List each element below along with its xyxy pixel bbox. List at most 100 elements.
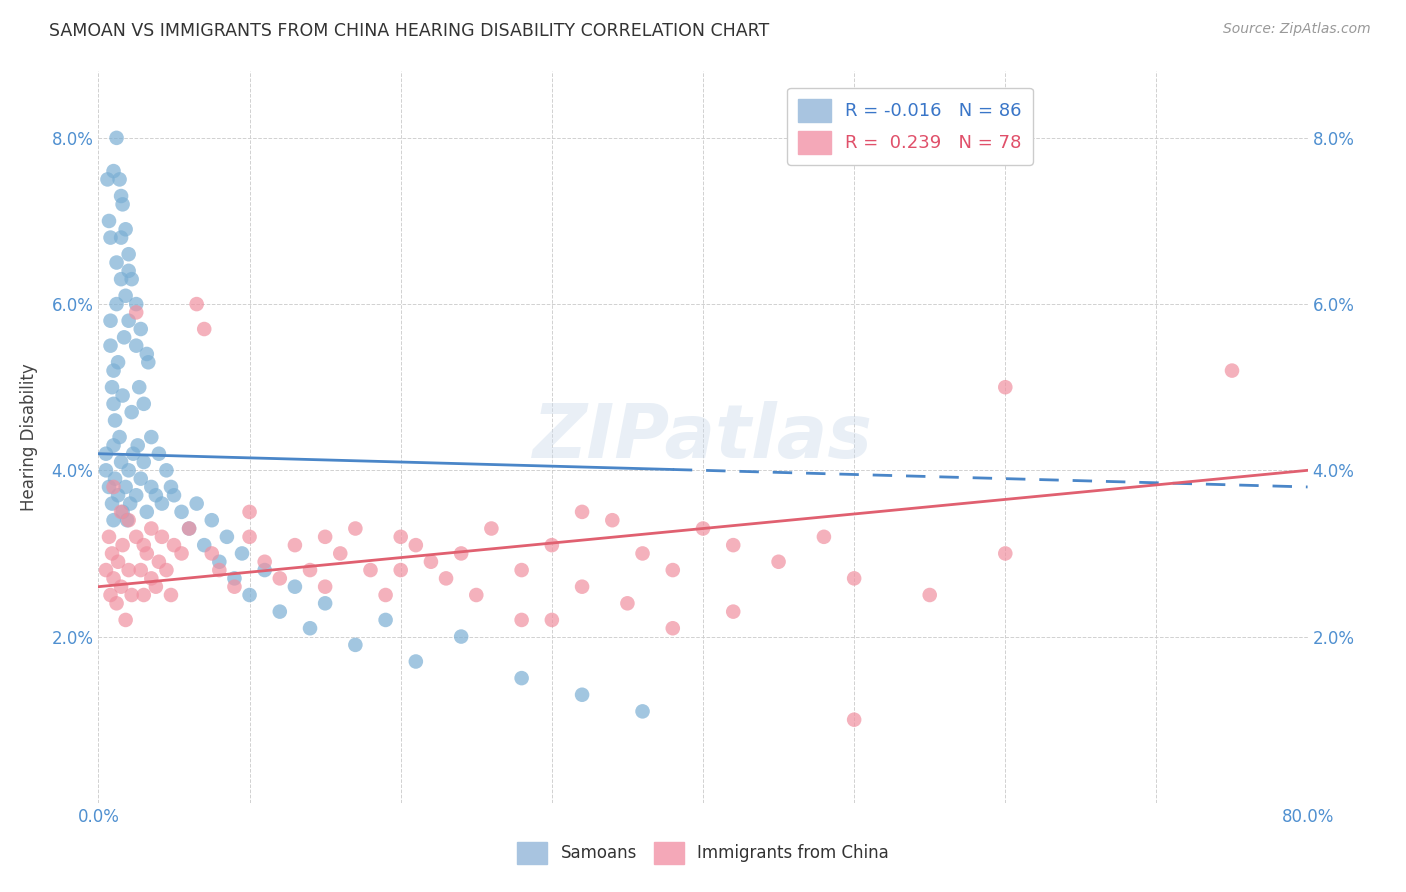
Point [155,463,177,477]
Point [284,580,307,594]
Point [111,505,134,519]
Point [125,488,148,502]
Point [94,563,117,577]
Point [105,596,128,610]
Point [104,472,127,486]
Point [122,447,145,461]
Point [150,530,173,544]
Point [125,305,148,319]
Point [329,546,352,560]
Point [132,455,155,469]
Point [389,530,412,544]
Point [155,563,177,577]
Point [540,613,562,627]
Point [571,580,593,594]
Point [96,172,118,186]
Point [110,272,132,286]
Point [141,571,163,585]
Point [510,671,533,685]
Point [132,538,155,552]
Point [94,463,117,477]
Point [631,705,654,719]
Point [111,538,134,552]
Point [111,197,134,211]
Point [215,530,238,544]
Point [103,438,125,452]
Point [481,521,503,535]
Y-axis label: Hearing Disability: Hearing Disability [20,363,38,511]
Point [344,638,367,652]
Point [129,472,152,486]
Text: SAMOAN VS IMMIGRANTS FROM CHINA HEARING DISABILITY CORRELATION CHART: SAMOAN VS IMMIGRANTS FROM CHINA HEARING … [49,22,769,40]
Point [118,314,141,328]
Point [132,397,155,411]
Point [107,488,129,502]
Point [844,571,866,585]
Point [994,380,1017,394]
Point [136,355,159,369]
Point [224,580,246,594]
Point [105,131,128,145]
Point [813,530,835,544]
Point [420,555,443,569]
Point [104,413,127,427]
Point [253,563,276,577]
Point [94,447,117,461]
Point [723,605,745,619]
Point [723,538,745,552]
Point [208,555,231,569]
Point [103,363,125,377]
Point [135,505,157,519]
Point [105,255,128,269]
Point [114,222,136,236]
Point [100,338,122,352]
Point [994,546,1017,560]
Point [135,546,157,560]
Point [101,497,124,511]
Point [100,230,122,244]
Point [105,297,128,311]
Point [253,555,276,569]
Point [108,430,131,444]
Point [405,538,427,552]
Point [121,588,143,602]
Point [160,480,183,494]
Point [918,588,941,602]
Point [631,546,654,560]
Point [107,355,129,369]
Point [179,521,201,535]
Point [389,563,412,577]
Point [239,505,262,519]
Point [540,538,562,552]
Point [844,713,866,727]
Point [114,480,136,494]
Point [145,488,167,502]
Point [186,497,208,511]
Point [374,613,396,627]
Point [100,314,122,328]
Point [661,563,683,577]
Point [224,571,246,585]
Point [374,588,396,602]
Point [141,430,163,444]
Legend: R = -0.016   N = 86, R =  0.239   N = 78: R = -0.016 N = 86, R = 0.239 N = 78 [787,87,1032,165]
Point [101,380,124,394]
Point [98,214,121,228]
Point [450,546,472,560]
Point [110,189,132,203]
Point [314,596,336,610]
Point [510,613,533,627]
Point [602,513,624,527]
Point [101,546,124,560]
Point [110,455,132,469]
Point [127,438,149,452]
Point [201,546,224,560]
Point [103,397,125,411]
Point [129,322,152,336]
Point [135,347,157,361]
Point [110,580,132,594]
Point [269,571,291,585]
Point [118,513,141,527]
Point [239,530,262,544]
Point [103,571,125,585]
